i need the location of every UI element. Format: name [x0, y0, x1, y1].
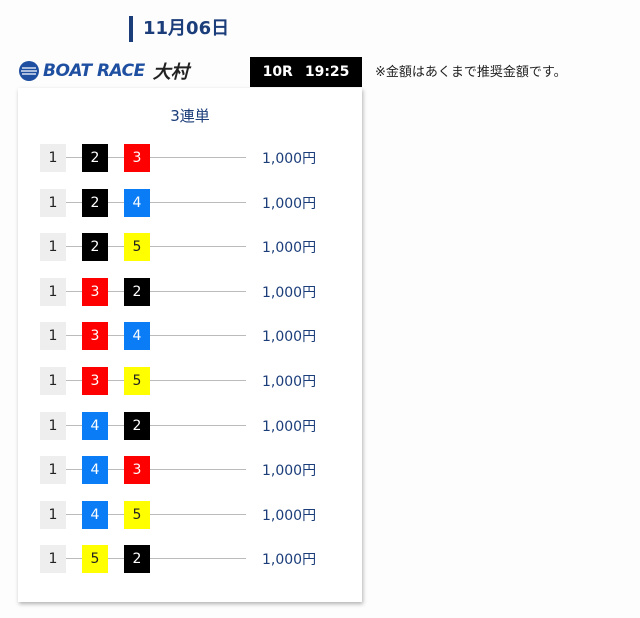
- bet-amount: 1,000円: [262, 329, 317, 346]
- logo-text: BOAT RACE: [43, 61, 145, 81]
- bet-row: 1 4 3 1,000円: [40, 456, 340, 485]
- boat-number-box: 1: [40, 411, 66, 440]
- note-text: ※金額はあくまで推奨金額です。: [375, 65, 567, 80]
- boat-number-box: 4: [124, 322, 150, 351]
- boat-number-box: 2: [82, 144, 108, 172]
- bet-amount: 1,000円: [262, 374, 317, 390]
- bet-amount: 1,000円: [262, 195, 317, 212]
- boat-number-box: 1: [40, 322, 66, 351]
- venue-name: 大村: [152, 62, 189, 83]
- boat-number-box: 5: [124, 233, 150, 262]
- boat-race-emblem-icon: [19, 61, 39, 81]
- boat-number-box: 3: [124, 144, 150, 172]
- bet-row: 1 3 4 1,000円: [40, 322, 340, 351]
- boat-race-logo: BOAT RACE 大村: [18, 58, 208, 84]
- bet-row: 1 2 3 1,000円: [40, 144, 340, 172]
- bet-row: 1 4 2 1,000円: [40, 411, 340, 440]
- boat-number-box: 1: [40, 233, 66, 262]
- bet-card: 3連単 1 2 3 1,000円 1 2 4 1,000円 1 2 5 1,000円 1 3 2 1,000円…: [18, 88, 362, 602]
- boat-number-box: 4: [82, 500, 108, 529]
- boat-number-box: 5: [124, 367, 150, 395]
- bet-amount: 1,000円: [262, 240, 317, 257]
- boat-number-box: 1: [40, 367, 66, 395]
- race-time: 19:25: [304, 64, 350, 80]
- connector-line: [66, 157, 246, 158]
- boat-number-box: 2: [124, 411, 150, 440]
- boat-number-box: 2: [124, 277, 150, 306]
- boat-number-box: 3: [82, 277, 108, 306]
- race-info: 10R 19:25: [250, 57, 362, 87]
- boat-number-box: 3: [82, 367, 108, 395]
- bet-amount: 1,000円: [262, 284, 317, 301]
- connector-line: [66, 513, 246, 515]
- boat-number-box: 1: [40, 144, 66, 172]
- bet-amount: 1,000円: [262, 507, 317, 524]
- bet-row: 1 5 2 1,000円: [40, 545, 340, 574]
- bet-row: 1 2 5 1,000円: [40, 233, 340, 262]
- boat-number-box: 2: [82, 233, 108, 262]
- boat-number-box: 2: [124, 545, 150, 574]
- connector-line: [66, 335, 246, 337]
- boat-number-box: 2: [82, 188, 108, 217]
- bet-row: 1 4 5 1,000円: [40, 500, 340, 529]
- bet-row: 1 3 2 1,000円: [40, 277, 340, 306]
- boat-number-box: 1: [40, 277, 66, 306]
- connector-line: [66, 558, 246, 560]
- boat-number-box: 4: [124, 188, 150, 217]
- race-number: 10R: [262, 64, 293, 80]
- boat-number-box: 1: [40, 545, 66, 574]
- boat-number-box: 5: [82, 545, 108, 574]
- boat-number-box: 4: [82, 456, 108, 485]
- boat-number-box: 3: [82, 322, 108, 351]
- connector-line: [66, 469, 246, 471]
- connector-line: [66, 424, 246, 426]
- bet-amount: 1,000円: [262, 463, 317, 480]
- boat-number-box: 4: [82, 411, 108, 440]
- boat-number-box: 3: [124, 456, 150, 485]
- connector-line: [66, 201, 246, 203]
- bet-amount: 1,000円: [262, 151, 317, 167]
- bet-amount: 1,000円: [262, 418, 317, 435]
- date-heading: 11月06日: [129, 16, 229, 42]
- boat-number-box: 1: [40, 188, 66, 217]
- boat-number-box: 5: [124, 500, 150, 529]
- bet-row: 1 2 4 1,000円: [40, 188, 340, 217]
- boat-number-box: 1: [40, 500, 66, 529]
- bet-amount: 1,000円: [262, 552, 317, 569]
- connector-line: [66, 380, 246, 381]
- bet-type-title: 3連単: [170, 107, 210, 125]
- connector-line: [66, 246, 246, 248]
- bet-row: 1 3 5 1,000円: [40, 367, 340, 395]
- boat-number-box: 1: [40, 456, 66, 485]
- connector-line: [66, 290, 246, 292]
